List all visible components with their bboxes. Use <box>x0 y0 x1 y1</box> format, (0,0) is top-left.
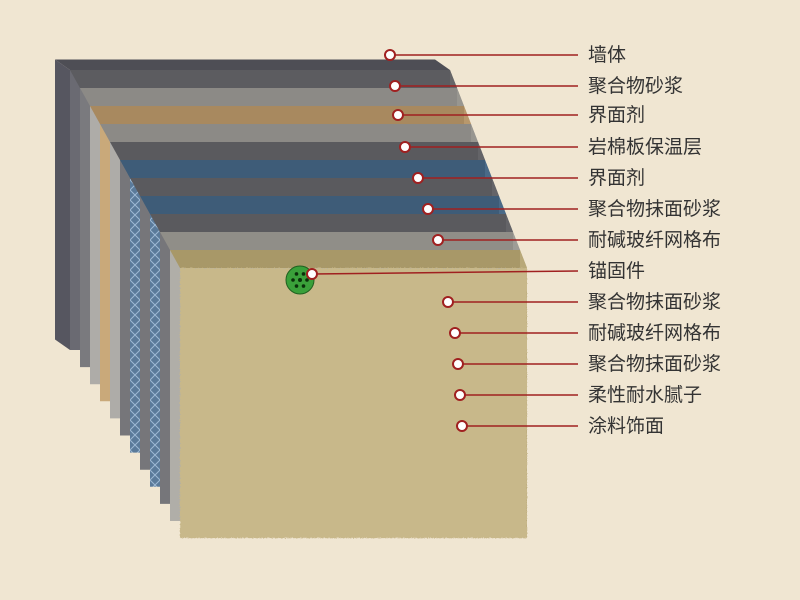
layer-label-plaster1: 聚合物抹面砂浆 <box>588 200 721 219</box>
layer-label-interface2: 界面剂 <box>588 169 645 188</box>
layer-label-interface1: 界面剂 <box>588 106 645 125</box>
leader-dot <box>455 390 465 400</box>
leader-dot <box>385 50 395 60</box>
leader-dot <box>443 297 453 307</box>
layer-label-wall: 墙体 <box>588 46 626 65</box>
layer-label-finish: 涂料饰面 <box>588 417 664 436</box>
leader-dot <box>450 328 460 338</box>
layer-label-plaster2: 聚合物抹面砂浆 <box>588 293 721 312</box>
leader-dot <box>393 110 403 120</box>
leader-dot <box>453 359 463 369</box>
layer-label-polymer1: 聚合物砂浆 <box>588 77 683 96</box>
leader-dot <box>423 204 433 214</box>
leader-dot <box>390 81 400 91</box>
leader-dot <box>307 269 317 279</box>
leader-dot <box>457 421 467 431</box>
layer-label-putty: 柔性耐水腻子 <box>588 386 702 405</box>
leader-dot <box>413 173 423 183</box>
layer-label-mesh1: 耐碱玻纤网格布 <box>588 231 721 250</box>
leader-dot <box>400 142 410 152</box>
layer-label-plaster3: 聚合物抹面砂浆 <box>588 355 721 374</box>
leader-dot <box>433 235 443 245</box>
layer-label-rockwool: 岩棉板保温层 <box>588 138 702 157</box>
layer-label-mesh2: 耐碱玻纤网格布 <box>588 324 721 343</box>
layer-label-anchor: 锚固件 <box>588 262 645 281</box>
